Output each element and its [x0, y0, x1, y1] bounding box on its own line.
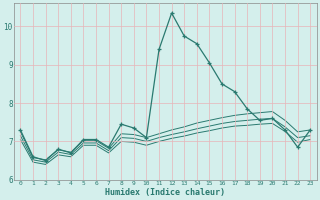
X-axis label: Humidex (Indice chaleur): Humidex (Indice chaleur) [105, 188, 225, 197]
